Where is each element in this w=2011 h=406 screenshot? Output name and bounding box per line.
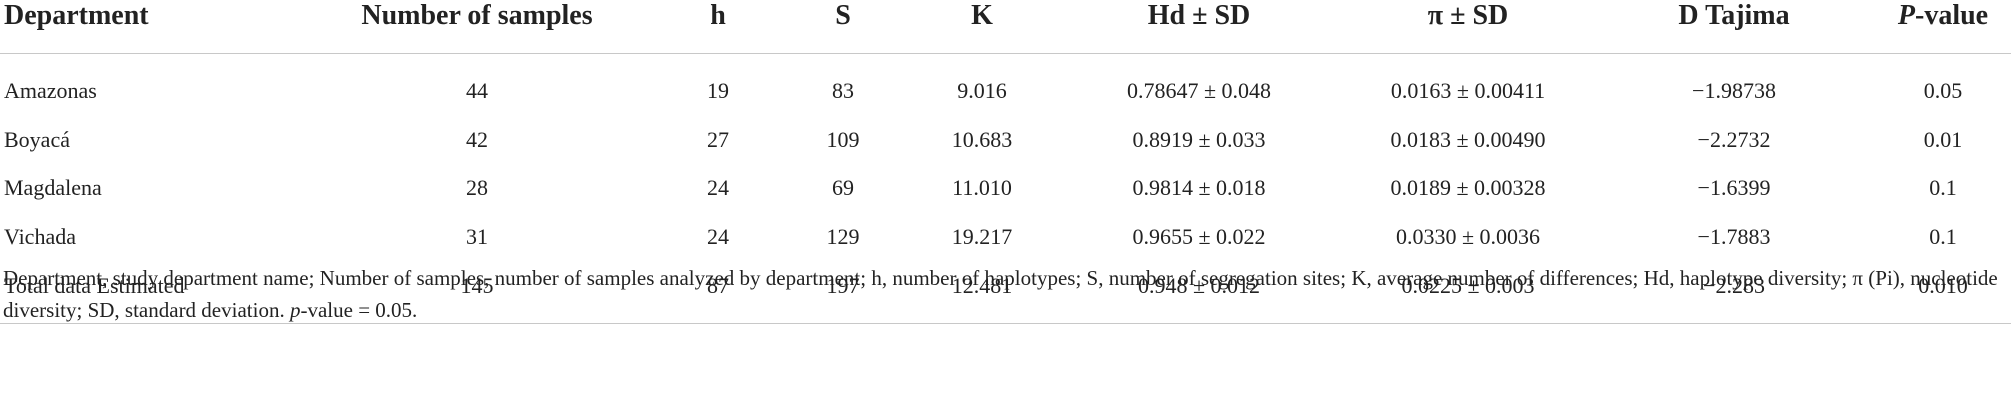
table-cell: 0.1 <box>1929 175 1957 200</box>
column-header: D Tajima <box>1678 0 1790 31</box>
table-cell: 197 <box>826 273 860 298</box>
table-cell: −2.283 <box>1703 273 1765 298</box>
table-cell: 83 <box>832 78 854 103</box>
footnote-part: Department, study department name; Numbe… <box>3 266 1998 322</box>
table-cell: 0.0330 ± 0.0036 <box>1395 224 1541 249</box>
table-cell: 0.0225 ± 0.003 <box>1401 273 1535 298</box>
table-cell: 129 <box>826 224 860 249</box>
table-cell: −1.98738 <box>1692 78 1776 103</box>
table-cell: 27 <box>707 127 729 152</box>
footnote-part: p <box>289 298 301 322</box>
table-cell: Magdalena <box>4 175 102 200</box>
column-header: Department <box>4 0 149 31</box>
footnote-part: -value = 0.05. <box>300 298 418 322</box>
table-cell: 31 <box>466 224 488 249</box>
column-header: h <box>710 0 726 31</box>
table-cell: 44 <box>466 78 488 103</box>
table-cell: 12.481 <box>951 273 1013 298</box>
table-cell: 19 <box>707 78 729 103</box>
table-cell: 42 <box>466 127 488 152</box>
table-cell: 24 <box>707 175 729 200</box>
table-cell: 9.016 <box>957 78 1007 103</box>
table-cell: 0.010 <box>1918 273 1968 298</box>
table-cell: 145 <box>460 273 494 298</box>
table-cell: Amazonas <box>4 78 97 103</box>
table-cell: Vichada <box>4 224 76 249</box>
column-header: Hd ± SD <box>1147 0 1251 31</box>
table-cell: 0.948 ± 0.012 <box>1137 273 1261 298</box>
table-cell: 19.217 <box>951 224 1013 249</box>
table-cell: 87 <box>707 273 729 298</box>
table-cell: 0.8919 ± 0.033 <box>1132 127 1266 152</box>
table-cell: −2.2732 <box>1697 127 1771 152</box>
column-header: S <box>835 0 851 31</box>
table-cell: Boyacá <box>4 127 70 152</box>
table-cell: 28 <box>466 175 488 200</box>
table-cell: 0.0163 ± 0.00411 <box>1390 78 1546 103</box>
table-cell: Total data Estimated <box>4 273 185 298</box>
table-cell: −1.7883 <box>1697 224 1771 249</box>
table-cell: 69 <box>832 175 854 200</box>
column-header: Number of samples <box>361 0 593 31</box>
table-cell: 0.0183 ± 0.00490 <box>1390 127 1546 152</box>
column-header: π ± SD <box>1427 0 1509 31</box>
table-cell: 10.683 <box>951 127 1013 152</box>
table-cell: 0.1 <box>1929 224 1957 249</box>
table-cell: 11.010 <box>952 175 1012 200</box>
table-cell: 0.05 <box>1923 78 1963 103</box>
header-rule <box>0 53 2011 54</box>
table-cell: 0.9814 ± 0.018 <box>1132 175 1266 200</box>
column-header: P-value <box>1898 0 1988 32</box>
table-cell: 24 <box>707 224 729 249</box>
bottom-rule <box>0 323 2011 324</box>
table-cell: 0.9655 ± 0.022 <box>1132 224 1266 249</box>
table-cell: 0.78647 ± 0.048 <box>1126 78 1272 103</box>
column-header: K <box>971 0 993 31</box>
table-cell: 0.0189 ± 0.00328 <box>1390 175 1546 200</box>
footnote: Department, study department name; Numbe… <box>3 262 2003 326</box>
table-cell: 0.01 <box>1923 127 1963 152</box>
table-cell: −1.6399 <box>1697 175 1771 200</box>
table-cell: 109 <box>826 127 860 152</box>
header-part: -value <box>1915 0 1989 31</box>
header-part: P <box>1897 0 1915 31</box>
